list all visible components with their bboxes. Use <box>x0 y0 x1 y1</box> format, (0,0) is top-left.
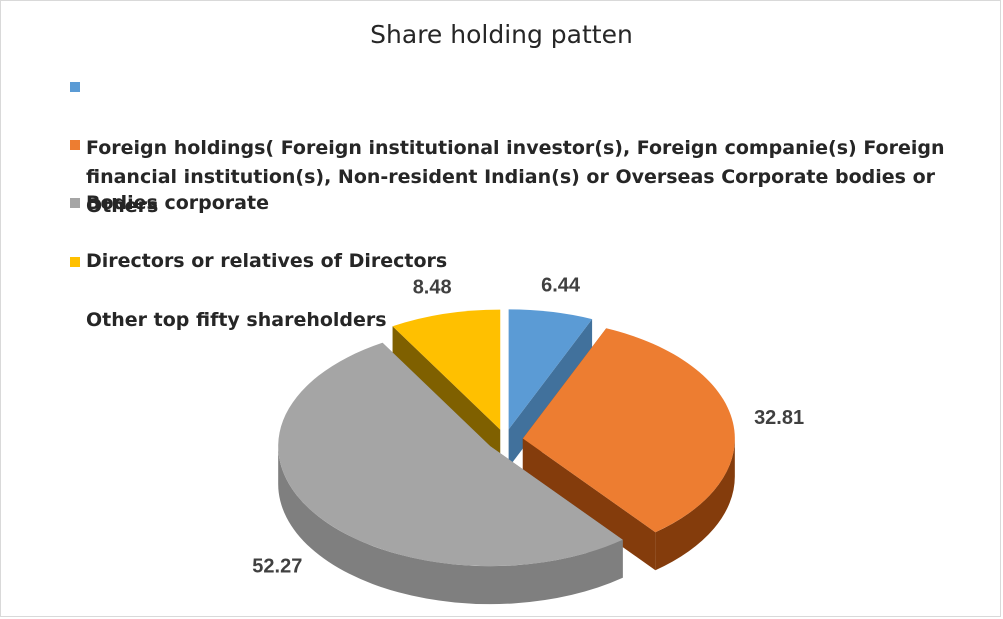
data-label-bodies-corporate: 32.81 <box>754 407 804 429</box>
legend-label-other-top-fifty: Other top fifty shareholders <box>86 309 387 331</box>
legend-swatch-foreign-holdings <box>70 82 80 92</box>
pie-slice-top-other-top-fifty <box>392 309 501 430</box>
pie-slice-top-directors <box>278 342 623 567</box>
legend-swatch-other-top-fifty <box>70 257 80 267</box>
legend-swatch-bodies-corporate <box>70 140 80 150</box>
legend-label-bodies-corporate: Bodies corporate <box>86 192 269 214</box>
pie-slice-cut-face-bodies-corporate <box>522 438 656 571</box>
pie-slice-bodies-corporate <box>522 328 735 571</box>
legend-label-directors: Directors or relatives of Directors <box>86 250 448 272</box>
legend-label-foreign-holdings: Foreign holdings( Foreign institutional … <box>86 137 945 217</box>
pie-slice-side-bodies-corporate <box>655 438 735 571</box>
chart-title: Share holding patten <box>370 20 633 49</box>
legend-swatch-directors <box>70 198 80 208</box>
data-label-directors: 52.27 <box>252 556 302 578</box>
pie-slice-directors <box>278 342 623 605</box>
pie-slice-top-foreign-holdings <box>508 309 593 430</box>
data-label-other-top-fifty: 8.48 <box>413 277 452 299</box>
data-label-foreign-holdings: 6.44 <box>541 274 581 296</box>
pie-slice-top-bodies-corporate <box>522 328 735 533</box>
pie-slice-side-directors <box>278 446 623 605</box>
